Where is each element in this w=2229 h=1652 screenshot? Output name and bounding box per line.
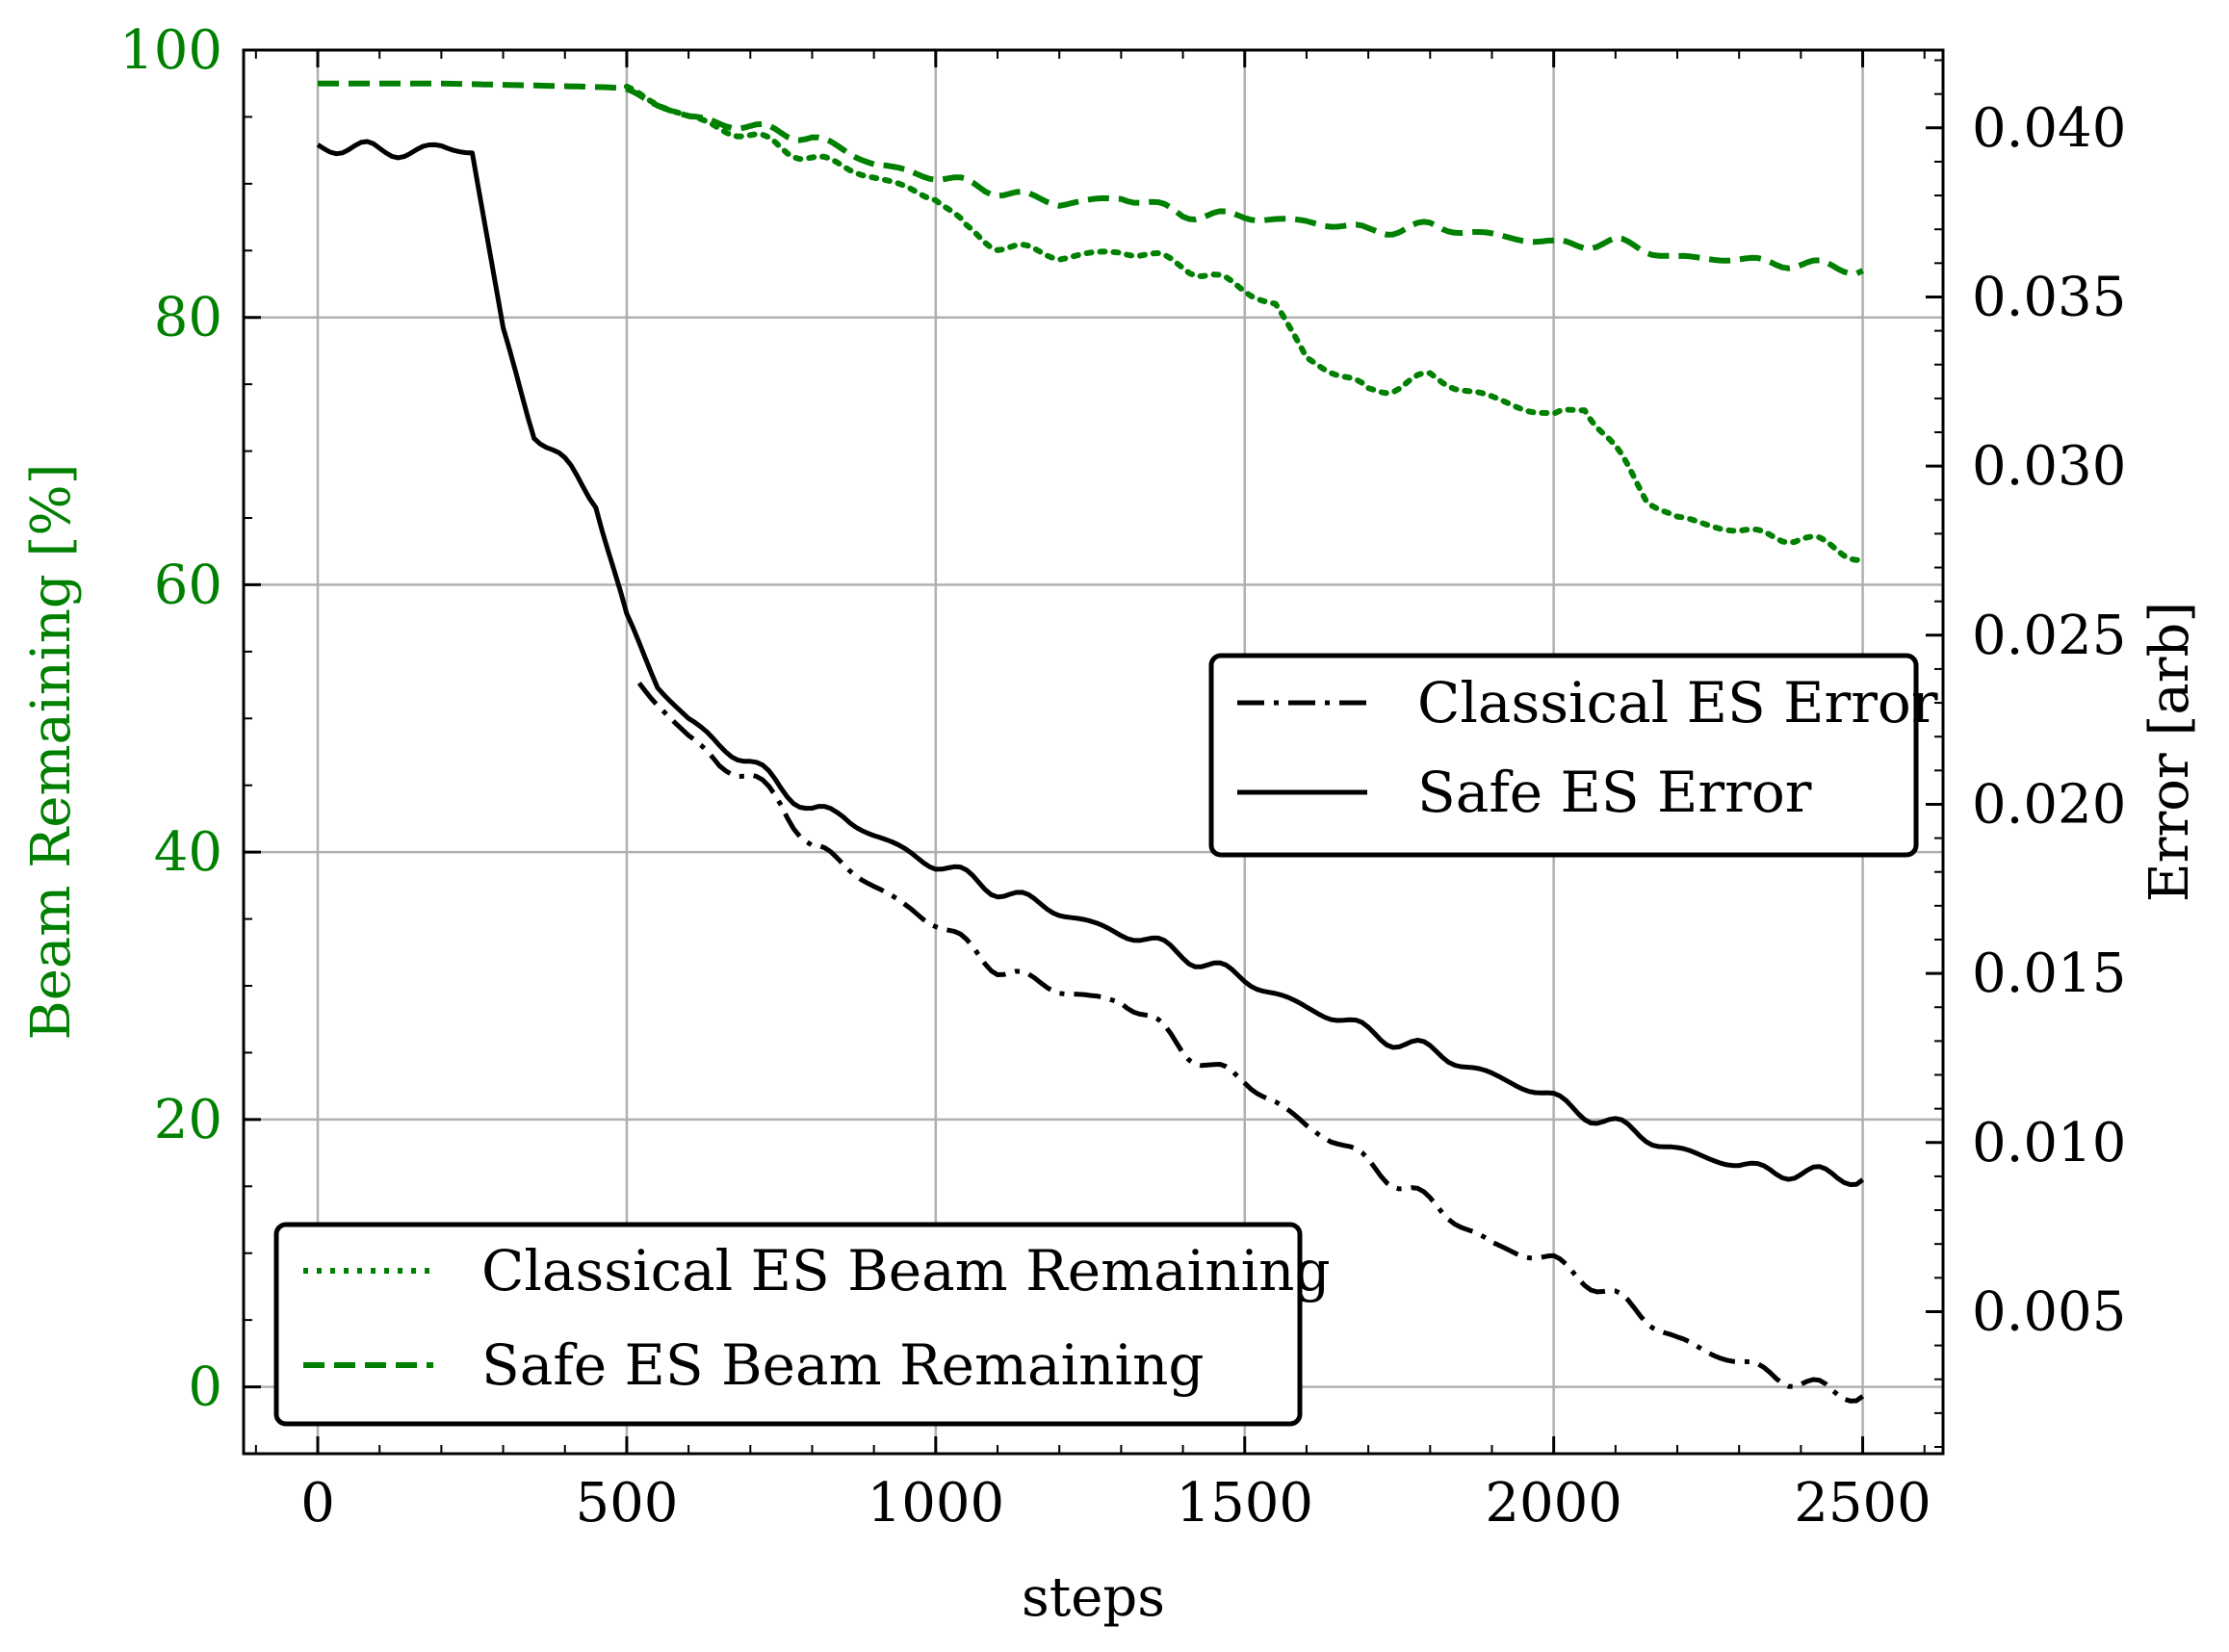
left-y-tick-label: 100: [119, 19, 222, 82]
right-y-tick-label: 0.025: [1972, 605, 2126, 667]
right-y-tick-label: 0.015: [1972, 942, 2126, 1005]
legend-classical-beam-label: Classical ES Beam Remaining: [481, 1238, 1331, 1304]
legend-safe-beam-label: Safe ES Beam Remaining: [481, 1332, 1205, 1398]
left-y-axis: 0 20 40 60 80 100: [119, 19, 261, 1455]
x-tick-label: 2000: [1485, 1472, 1622, 1535]
left-y-tick-label: 20: [154, 1089, 222, 1151]
x-tick-label: 0: [300, 1472, 335, 1535]
series-line-classical_error: [636, 681, 1865, 1404]
left-y-tick-label: 0: [188, 1356, 222, 1419]
series-line-safe_beam: [318, 80, 1864, 277]
right-y-tick-label: 0.020: [1972, 773, 2126, 836]
series-lines: [316, 80, 1866, 1404]
x-tick-label: 500: [575, 1472, 678, 1535]
right-y-axis-title: Error [arb]: [2138, 602, 2201, 902]
x-axis-title: steps: [1022, 1566, 1165, 1629]
left-y-tick-label: 60: [154, 554, 222, 616]
right-y-tick-label: 0.010: [1972, 1112, 2126, 1174]
x-tick-label: 2500: [1794, 1472, 1931, 1535]
left-y-tick-label: 40: [154, 821, 222, 884]
right-y-axis: 0.005 0.010 0.015 0.020 0.025 0.030 0.035 0.040: [1926, 59, 2126, 1448]
series-line-classical_beam: [623, 83, 1866, 563]
right-y-tick-label: 0.040: [1972, 97, 2126, 160]
x-tick-label: 1500: [1176, 1472, 1313, 1535]
right-y-tick-label: 0.035: [1972, 266, 2126, 328]
series-line-safe_error: [316, 139, 1865, 1187]
legend-classical-error-label: Classical ES Error: [1417, 670, 1938, 736]
legend-beam-box: [273, 1222, 1303, 1427]
legend-error-box: [1208, 653, 1919, 858]
right-y-tick-label: 0.005: [1972, 1280, 2126, 1343]
x-tick-label: 1000: [868, 1472, 1005, 1535]
right-y-tick-label: 0.030: [1972, 435, 2126, 498]
legend-error: Classical ES Error Safe ES Error: [1208, 653, 1938, 858]
x-axis: 0 500 1000 1500 2000 2500: [254, 50, 1931, 1535]
left-y-axis-title: Beam Remaining [%]: [20, 464, 83, 1041]
plot-frame: [242, 48, 1945, 1456]
left-y-tick-label: 80: [154, 287, 222, 349]
legend-beam: Classical ES Beam Remaining Safe ES Beam…: [273, 1222, 1331, 1427]
legend-safe-error-label: Safe ES Error: [1417, 760, 1812, 825]
